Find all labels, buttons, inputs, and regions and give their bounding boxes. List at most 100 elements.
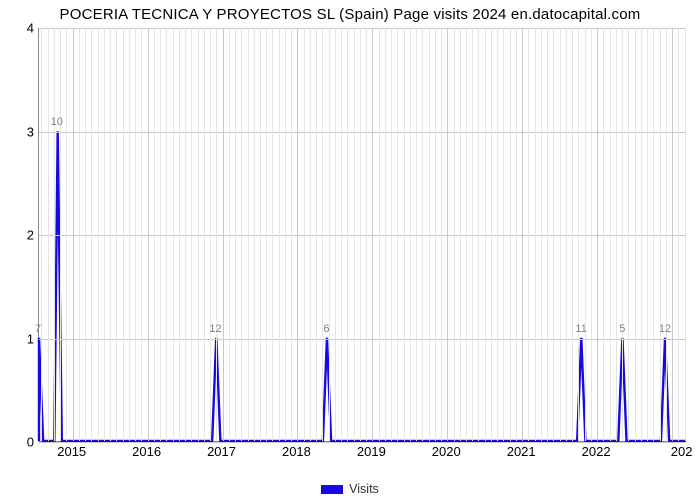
grid-vertical-minor — [622, 28, 623, 441]
grid-vertical-minor — [366, 28, 367, 441]
y-tick-label: 2 — [4, 228, 34, 243]
grid-vertical-minor — [628, 28, 629, 441]
grid-vertical-minor — [154, 28, 155, 441]
grid-vertical-minor — [379, 28, 380, 441]
grid-vertical-minor — [173, 28, 174, 441]
legend-label: Visits — [349, 482, 379, 496]
grid-vertical-minor — [385, 28, 386, 441]
spike-value-label: 6 — [323, 323, 329, 335]
grid-vertical-minor — [241, 28, 242, 441]
grid-vertical-minor — [391, 28, 392, 441]
legend: Visits — [0, 482, 700, 496]
grid-vertical-major — [297, 28, 298, 441]
grid-vertical-minor — [60, 28, 61, 441]
grid-vertical-major — [447, 28, 448, 441]
y-tick-label: 1 — [4, 331, 34, 346]
grid-vertical-minor — [528, 28, 529, 441]
grid-vertical-minor — [547, 28, 548, 441]
x-tick-label: 2021 — [507, 444, 536, 459]
x-tick-label: 2022 — [582, 444, 611, 459]
spike-value-label: 5 — [619, 323, 625, 335]
grid-vertical-minor — [179, 28, 180, 441]
grid-vertical-minor — [104, 28, 105, 441]
grid-vertical-minor — [685, 28, 686, 441]
grid-vertical-minor — [360, 28, 361, 441]
grid-vertical-major — [672, 28, 673, 441]
grid-vertical-minor — [660, 28, 661, 441]
grid-vertical-minor — [566, 28, 567, 441]
grid-vertical-major — [372, 28, 373, 441]
grid-vertical-minor — [335, 28, 336, 441]
grid-vertical-minor — [66, 28, 67, 441]
grid-vertical-minor — [316, 28, 317, 441]
grid-vertical-minor — [285, 28, 286, 441]
grid-vertical-major — [522, 28, 523, 441]
x-tick-label: 2018 — [282, 444, 311, 459]
grid-vertical-minor — [98, 28, 99, 441]
grid-vertical-minor — [141, 28, 142, 441]
grid-vertical-minor — [560, 28, 561, 441]
grid-vertical-minor — [41, 28, 42, 441]
grid-vertical-minor — [291, 28, 292, 441]
grid-vertical-major — [597, 28, 598, 441]
grid-vertical-minor — [429, 28, 430, 441]
grid-vertical-minor — [329, 28, 330, 441]
grid-vertical-minor — [91, 28, 92, 441]
grid-vertical-minor — [272, 28, 273, 441]
grid-vertical-minor — [248, 28, 249, 441]
grid-vertical-minor — [198, 28, 199, 441]
chart-title: POCERIA TECNICA Y PROYECTOS SL (Spain) P… — [0, 6, 700, 23]
spike-value-label: 7 — [35, 323, 41, 335]
grid-vertical-minor — [354, 28, 355, 441]
grid-vertical-minor — [653, 28, 654, 441]
grid-vertical-minor — [85, 28, 86, 441]
grid-vertical-minor — [535, 28, 536, 441]
x-tick-label: 2016 — [132, 444, 161, 459]
x-tick-label: 2020 — [432, 444, 461, 459]
grid-vertical-minor — [585, 28, 586, 441]
grid-vertical-major — [148, 28, 149, 441]
grid-vertical-minor — [322, 28, 323, 441]
grid-vertical-minor — [491, 28, 492, 441]
grid-vertical-minor — [416, 28, 417, 441]
grid-vertical-minor — [553, 28, 554, 441]
grid-vertical-minor — [441, 28, 442, 441]
grid-vertical-minor — [454, 28, 455, 441]
y-tick-label: 3 — [4, 124, 34, 139]
grid-vertical-minor — [578, 28, 579, 441]
grid-vertical-minor — [497, 28, 498, 441]
grid-vertical-minor — [397, 28, 398, 441]
plot-area — [38, 28, 686, 442]
legend-swatch — [321, 485, 343, 494]
grid-vertical-minor — [129, 28, 130, 441]
grid-vertical-major — [223, 28, 224, 441]
grid-vertical-minor — [110, 28, 111, 441]
x-tick-label: 2017 — [207, 444, 236, 459]
grid-vertical-minor — [216, 28, 217, 441]
grid-vertical-minor — [79, 28, 80, 441]
grid-vertical-minor — [460, 28, 461, 441]
grid-vertical-minor — [422, 28, 423, 441]
grid-vertical-minor — [435, 28, 436, 441]
grid-vertical-minor — [229, 28, 230, 441]
grid-vertical-minor — [610, 28, 611, 441]
grid-vertical-minor — [641, 28, 642, 441]
grid-vertical-minor — [191, 28, 192, 441]
grid-vertical-minor — [48, 28, 49, 441]
grid-vertical-minor — [204, 28, 205, 441]
grid-vertical-minor — [116, 28, 117, 441]
grid-vertical-minor — [166, 28, 167, 441]
grid-vertical-major — [73, 28, 74, 441]
grid-vertical-minor — [478, 28, 479, 441]
grid-vertical-minor — [572, 28, 573, 441]
grid-vertical-minor — [135, 28, 136, 441]
grid-vertical-minor — [54, 28, 55, 441]
grid-vertical-minor — [678, 28, 679, 441]
grid-vertical-minor — [616, 28, 617, 441]
grid-vertical-minor — [410, 28, 411, 441]
grid-vertical-minor — [603, 28, 604, 441]
grid-vertical-minor — [404, 28, 405, 441]
grid-vertical-minor — [260, 28, 261, 441]
grid-vertical-minor — [279, 28, 280, 441]
grid-vertical-minor — [304, 28, 305, 441]
